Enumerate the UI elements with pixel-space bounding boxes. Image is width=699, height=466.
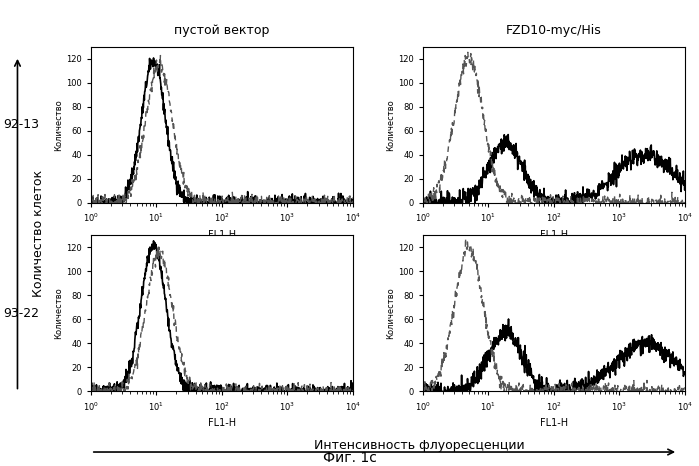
X-axis label: FL1-H: FL1-H bbox=[208, 230, 236, 240]
Y-axis label: Количество: Количество bbox=[55, 288, 64, 339]
X-axis label: FL1-H: FL1-H bbox=[540, 230, 568, 240]
X-axis label: FL1-H: FL1-H bbox=[208, 418, 236, 428]
Y-axis label: Количество: Количество bbox=[55, 99, 64, 151]
Text: Фиг. 1с: Фиг. 1с bbox=[322, 451, 377, 465]
Text: FZD10-myc/His: FZD10-myc/His bbox=[506, 24, 602, 37]
Y-axis label: Количество: Количество bbox=[387, 99, 396, 151]
X-axis label: FL1-H: FL1-H bbox=[540, 418, 568, 428]
Text: Интенсивность флуоресценции: Интенсивность флуоресценции bbox=[314, 439, 525, 452]
Text: Количество клеток: Количество клеток bbox=[32, 170, 45, 296]
Text: 92-13: 92-13 bbox=[3, 118, 39, 131]
Text: пустой вектор: пустой вектор bbox=[174, 24, 270, 37]
Text: 93-22: 93-22 bbox=[3, 307, 39, 320]
Y-axis label: Количество: Количество bbox=[387, 288, 396, 339]
